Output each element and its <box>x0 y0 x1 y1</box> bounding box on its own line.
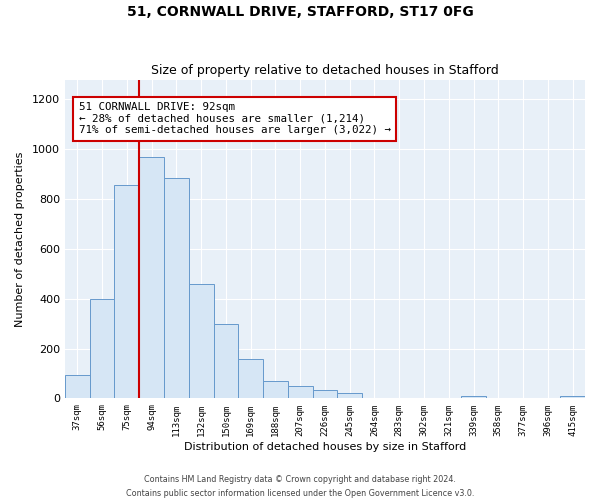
Bar <box>214 324 238 398</box>
Text: 51 CORNWALL DRIVE: 92sqm
← 28% of detached houses are smaller (1,214)
71% of sem: 51 CORNWALL DRIVE: 92sqm ← 28% of detach… <box>79 102 391 135</box>
Text: Contains HM Land Registry data © Crown copyright and database right 2024.
Contai: Contains HM Land Registry data © Crown c… <box>126 476 474 498</box>
Title: Size of property relative to detached houses in Stafford: Size of property relative to detached ho… <box>151 64 499 77</box>
Bar <box>560 396 585 398</box>
Bar <box>115 186 139 398</box>
Y-axis label: Number of detached properties: Number of detached properties <box>15 152 25 326</box>
Bar <box>89 299 115 398</box>
Bar <box>263 380 288 398</box>
Bar <box>288 386 313 398</box>
Bar <box>164 178 189 398</box>
Bar <box>313 390 337 398</box>
X-axis label: Distribution of detached houses by size in Stafford: Distribution of detached houses by size … <box>184 442 466 452</box>
Bar <box>65 375 89 398</box>
Bar <box>139 157 164 398</box>
Bar <box>238 358 263 399</box>
Text: 51, CORNWALL DRIVE, STAFFORD, ST17 0FG: 51, CORNWALL DRIVE, STAFFORD, ST17 0FG <box>127 5 473 19</box>
Bar <box>189 284 214 399</box>
Bar <box>337 394 362 398</box>
Bar <box>461 396 486 398</box>
